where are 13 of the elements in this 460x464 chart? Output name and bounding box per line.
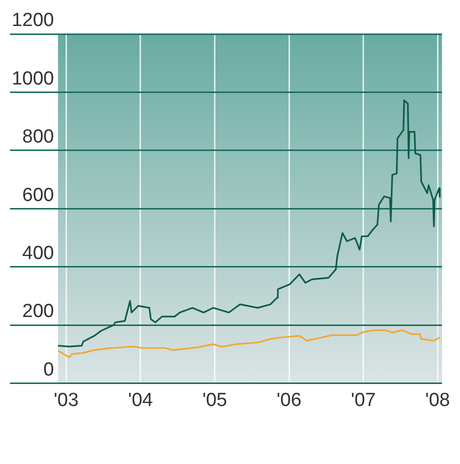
y-tick-label: 800 <box>22 126 54 148</box>
y-tick-label: 1200 <box>12 10 54 32</box>
x-tick-label: '06 <box>276 390 302 411</box>
y-tick-label: 200 <box>22 301 54 322</box>
y-tick-label: 400 <box>22 243 54 264</box>
x-tick-label: '04 <box>128 390 154 411</box>
y-tick-label: 0 <box>43 359 54 380</box>
x-tick-label: '03 <box>54 390 79 411</box>
x-tick-label: '05 <box>202 390 228 411</box>
y-tick-label: 600 <box>22 184 54 206</box>
y-tick-label: 1000 <box>12 68 54 90</box>
x-tick-label: '07 <box>350 390 376 411</box>
x-tick-label: '08 <box>425 390 450 411</box>
